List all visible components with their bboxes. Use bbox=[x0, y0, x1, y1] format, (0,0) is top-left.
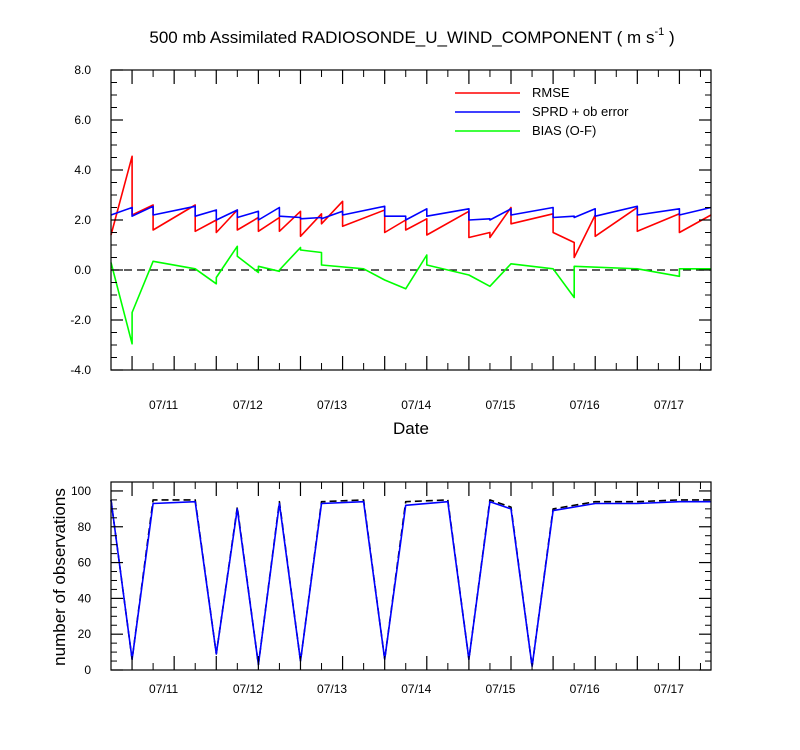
top-y-tick-label: 2.0 bbox=[74, 213, 91, 227]
top-series bbox=[110, 155, 712, 345]
bottom-chart: 0 20 40 60 80 100 07/11 07/12 07/13 07/14 07/15 07/… bbox=[50, 481, 712, 696]
top-x-tick-label: 07/12 bbox=[233, 398, 263, 412]
legend-rmse-label: RMSE bbox=[532, 85, 570, 100]
legend: RMSE SPRD + ob error BIAS (O-F) bbox=[455, 85, 629, 138]
top-y-tick-label: 6.0 bbox=[74, 113, 91, 127]
bottom-y-tick-label: 100 bbox=[71, 484, 91, 498]
top-x-tick-label: 07/17 bbox=[654, 398, 684, 412]
bottom-y-tick-label: 0 bbox=[84, 663, 91, 677]
top-series-sprd-ob-error bbox=[110, 205, 712, 221]
bottom-x-tick-label: 07/15 bbox=[485, 682, 515, 696]
bottom-labels: 0 20 40 60 80 100 07/11 07/12 07/13 07/14 07/15 07/… bbox=[71, 484, 684, 696]
bottom-chart-frame bbox=[110, 481, 712, 671]
top-x-tick-label: 07/15 bbox=[485, 398, 515, 412]
top-series-bias-o-f bbox=[110, 245, 711, 345]
top-y-tick-label: 0.0 bbox=[74, 263, 91, 277]
bottom-x-tick-label: 07/12 bbox=[233, 682, 263, 696]
top-y-tick-label: 8.0 bbox=[74, 63, 91, 77]
legend-sprd-label: SPRD + ob error bbox=[532, 104, 629, 119]
top-x-tick-label: 07/11 bbox=[149, 398, 178, 412]
bottom-y-tick-label: 80 bbox=[78, 520, 92, 534]
top-y-tick-label: -4.0 bbox=[70, 363, 91, 377]
bottom-series-possible-observations bbox=[110, 499, 711, 668]
chart-title-main: 500 mb Assimilated RADIOSONDE_U_WIND_COM… bbox=[149, 28, 654, 47]
bottom-y-tick-label: 60 bbox=[78, 556, 92, 570]
top-chart: -4.0 -2.0 0.0 2.0 4.0 6.0 8.0 07/11 07/12 07/13 07… bbox=[70, 63, 712, 438]
bottom-x-tick-label: 07/13 bbox=[317, 682, 347, 696]
bottom-y-tick-label: 40 bbox=[78, 591, 92, 605]
bottom-series-assimilated-observations bbox=[110, 499, 711, 668]
chart-title-superscript: -1 bbox=[654, 26, 664, 38]
bottom-ticks bbox=[111, 481, 711, 671]
chart-title-end: ) bbox=[664, 28, 674, 47]
top-ticks bbox=[111, 69, 711, 371]
x-axis-title: Date bbox=[393, 419, 429, 438]
bottom-x-tick-label: 07/14 bbox=[401, 682, 431, 696]
top-y-tick-label: 4.0 bbox=[74, 163, 91, 177]
bottom-x-tick-label: 07/11 bbox=[149, 682, 178, 696]
legend-bias-label: BIAS (O-F) bbox=[532, 123, 596, 138]
top-series-rmse bbox=[110, 155, 712, 259]
top-x-tick-label: 07/13 bbox=[317, 398, 347, 412]
bottom-y-axis-title: number of observations bbox=[50, 488, 69, 666]
bottom-x-tick-label: 07/16 bbox=[570, 682, 600, 696]
chart-title: 500 mb Assimilated RADIOSONDE_U_WIND_COM… bbox=[149, 26, 674, 47]
top-x-tick-label: 07/14 bbox=[401, 398, 431, 412]
top-y-tick-label: -2.0 bbox=[70, 313, 91, 327]
top-labels: -4.0 -2.0 0.0 2.0 4.0 6.0 8.0 07/11 07/12 07/13 07… bbox=[70, 63, 684, 412]
bottom-y-tick-label: 20 bbox=[78, 627, 92, 641]
bottom-series bbox=[110, 499, 711, 668]
bottom-x-tick-label: 07/17 bbox=[654, 682, 684, 696]
top-x-tick-label: 07/16 bbox=[570, 398, 600, 412]
